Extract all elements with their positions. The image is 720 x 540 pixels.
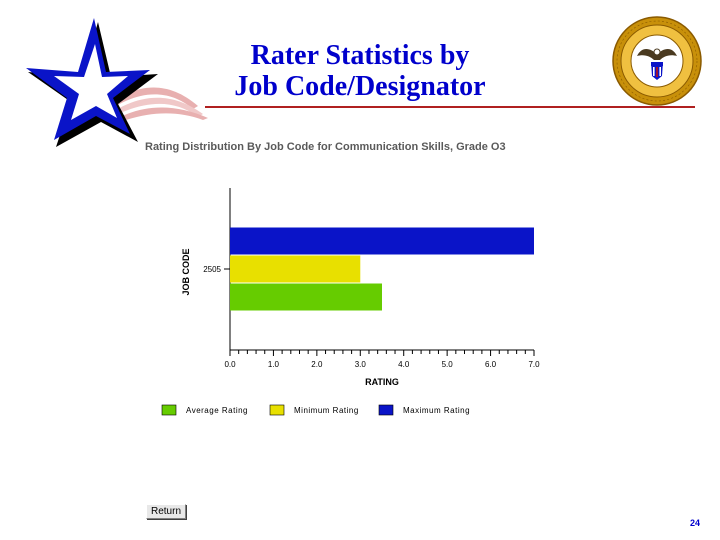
bar-average-rating [230,283,382,311]
star-logo [26,18,208,147]
chart-title: Rating Distribution By Job Code for Comm… [145,141,506,153]
bar-chart: 0.0 1.0 2.0 3.0 4.0 5.0 6.0 7.0 RATING JOB CODE 25… [161,188,540,416]
x-tick-label: 6.0 [485,360,497,369]
legend-label: Average Rating [186,406,248,415]
slide-title-line-1: Rater Statistics by [250,40,470,71]
x-tick-label: 7.0 [528,360,540,369]
legend-swatch [161,404,177,416]
star-core [54,44,128,120]
x-tick-label: 4.0 [398,360,410,369]
legend-label: Maximum Rating [403,406,470,415]
slide-title: Rater Statistics by Job Code/Designator [150,40,570,102]
navy-personnel-command-seal [612,16,702,106]
title-divider [205,106,695,108]
legend-swatch [378,404,394,416]
legend-swatch [269,404,285,416]
chart-legend: Average Rating Minimum Rating Maximum Rati… [161,404,470,416]
x-tick-label: 1.0 [268,360,280,369]
slide-title-line-2: Job Code/Designator [234,71,486,102]
x-tick-label: 5.0 [442,360,454,369]
bar-minimum-rating [230,255,361,283]
x-tick-label: 0.0 [224,360,236,369]
return-button[interactable]: Return [146,504,187,519]
x-tick-label: 3.0 [355,360,367,369]
eagle-emblem [637,48,677,80]
legend-label: Minimum Rating [294,406,359,415]
x-axis-label: RATING [365,377,399,387]
y-tick-label: 2505 [203,265,221,274]
flag-stripes [113,87,208,122]
plot-area: 0.0 1.0 2.0 3.0 4.0 5.0 6.0 7.0 RATING JOB CODE 25… [181,188,540,387]
y-axis-label: JOB CODE [181,248,191,295]
x-tick-label: 2.0 [311,360,323,369]
bar-maximum-rating [230,227,534,255]
page-number: 24 [690,518,701,528]
